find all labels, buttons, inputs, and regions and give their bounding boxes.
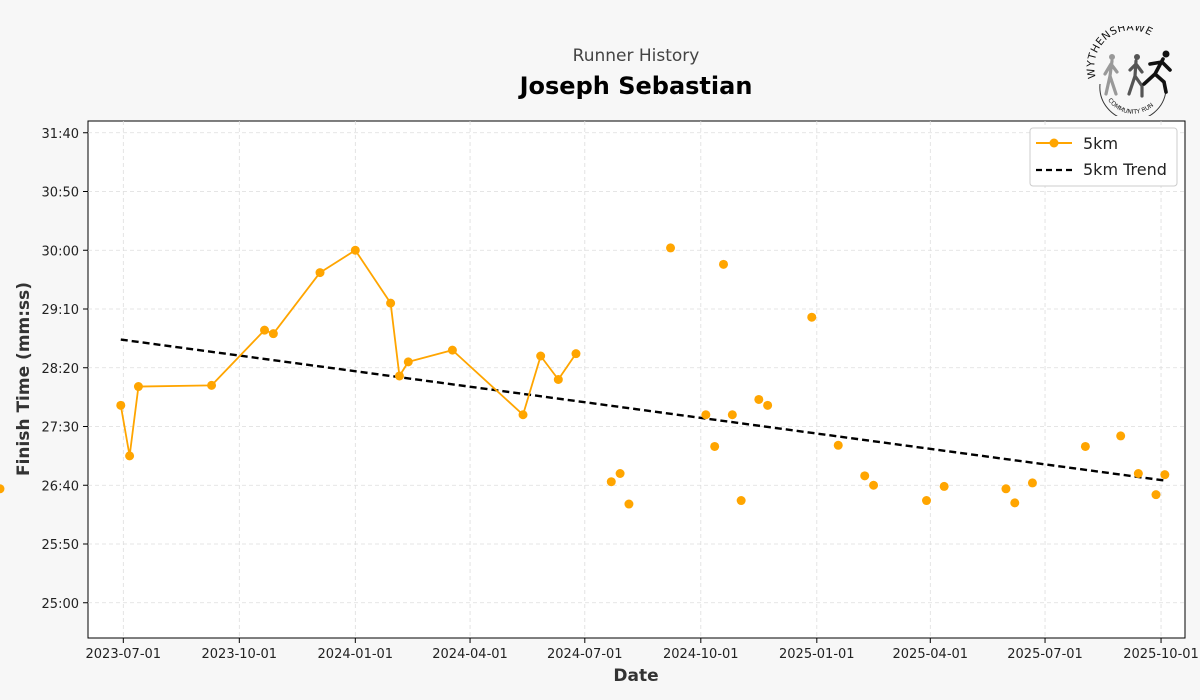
data-point <box>260 325 270 335</box>
data-point <box>207 380 217 390</box>
x-tick-label: 2025-10-01 <box>1123 647 1199 662</box>
data-point <box>1151 490 1161 500</box>
y-tick-label: 30:00 <box>42 244 79 259</box>
data-point <box>1160 470 1170 480</box>
data-point <box>1080 441 1090 451</box>
y-tick-label: 25:50 <box>42 538 79 553</box>
data-point <box>125 451 135 461</box>
plot-area <box>87 120 1186 639</box>
data-point <box>754 394 764 404</box>
y-tick-label: 31:40 <box>42 127 79 142</box>
data-point <box>571 349 581 359</box>
data-point <box>763 400 773 410</box>
data-point <box>1133 469 1143 478</box>
x-axis-ticks: 2023-07-01 2023-10-01 2024-01-01 2024-04-01… <box>86 638 1199 662</box>
data-point <box>1001 484 1011 494</box>
data-point <box>701 410 711 420</box>
data-point <box>350 245 360 255</box>
data-point <box>403 357 413 367</box>
data-point <box>922 496 932 506</box>
y-tick-label: 28:20 <box>42 362 79 377</box>
y-axis-ticks: 25:00 25:50 26:40 27:30 28:20 29:10 30:00 30:50… <box>42 127 88 612</box>
x-axis-label: Date <box>613 666 658 686</box>
data-point <box>719 259 729 269</box>
y-axis-label: Finish Time (mm:ss) <box>14 282 34 476</box>
data-point <box>536 351 546 361</box>
data-point <box>666 243 676 253</box>
data-point <box>833 440 843 450</box>
data-point <box>736 496 746 506</box>
data-point <box>133 382 143 392</box>
y-tick-label: 30:50 <box>42 186 79 201</box>
legend-marker-5km <box>1049 138 1059 148</box>
data-point <box>553 375 563 384</box>
legend-label-5km: 5km <box>1083 134 1118 153</box>
x-tick-label: 2024-07-01 <box>547 647 623 662</box>
x-tick-label: 2024-01-01 <box>318 647 394 662</box>
x-tick-label: 2025-01-01 <box>779 647 855 662</box>
legend-label-trend: 5km Trend <box>1083 160 1167 179</box>
x-tick-label: 2023-10-01 <box>202 647 278 662</box>
data-point <box>386 298 396 308</box>
data-point <box>518 410 528 420</box>
grid-lines <box>88 121 1185 638</box>
x-tick-label: 2023-07-01 <box>86 647 162 662</box>
data-point <box>0 484 5 494</box>
y-tick-label: 25:00 <box>42 597 79 612</box>
data-point <box>727 410 737 420</box>
y-tick-label: 27:30 <box>42 421 79 436</box>
data-point <box>869 480 879 490</box>
chart-title: Joseph Sebastian <box>519 72 753 100</box>
data-point <box>606 477 616 487</box>
data-point <box>1027 478 1037 488</box>
data-point <box>624 499 634 509</box>
chart-subtitle: Runner History <box>572 46 700 66</box>
data-point <box>116 400 126 410</box>
data-point <box>710 441 720 451</box>
data-point <box>268 329 278 339</box>
series-layer <box>0 243 1170 509</box>
x-tick-label: 2025-04-01 <box>893 647 969 662</box>
series-line-5km <box>119 249 577 457</box>
x-tick-label: 2024-04-01 <box>432 647 508 662</box>
x-tick-label: 2024-10-01 <box>663 647 739 662</box>
data-point <box>860 471 870 481</box>
legend: 5km 5km Trend <box>1029 127 1178 187</box>
data-point <box>394 371 404 381</box>
data-point <box>1010 498 1020 508</box>
data-point <box>807 312 817 322</box>
y-tick-label: 26:40 <box>42 479 79 494</box>
data-point <box>447 345 457 355</box>
x-tick-label: 2025-07-01 <box>1007 647 1083 662</box>
data-point <box>1116 431 1126 441</box>
data-point <box>315 268 325 278</box>
y-tick-label: 29:10 <box>42 303 79 318</box>
runners-logo-icon: WYTHENSHAWE COMMUNITY RUN <box>1086 26 1172 116</box>
data-point <box>615 469 625 478</box>
data-point <box>939 481 949 491</box>
